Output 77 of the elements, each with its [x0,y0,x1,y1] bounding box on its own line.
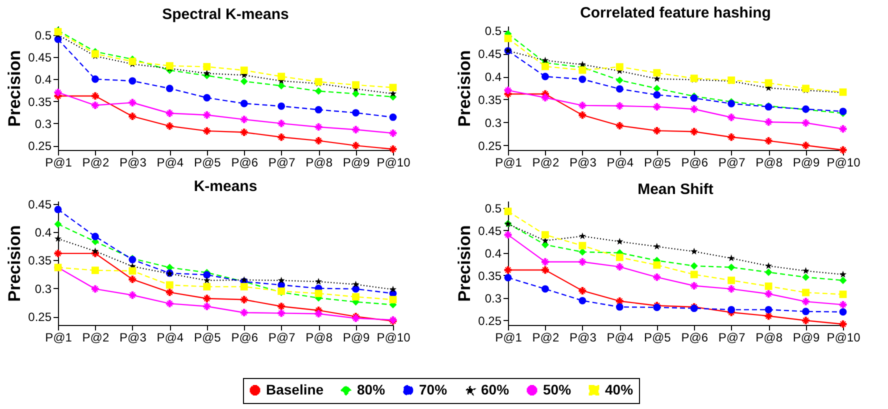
chart-title: Spectral K-means [162,6,289,23]
x-tick-label: P@2 [82,156,110,170]
x-tick-label: P@4 [606,330,634,344]
x-tick-label: P@10 [826,330,861,344]
legend-label: 60% [481,382,510,398]
x-tick-label: P@4 [606,156,634,170]
x-tick-label: P@6 [231,156,258,170]
x-tick-label: P@6 [231,330,258,344]
legend-label: Baseline [266,381,324,398]
x-tick-label: P@6 [681,330,708,344]
x-tick-label: P@8 [306,156,333,170]
y-tick-label: 0.4 [34,72,52,87]
legend-label: 80% [357,381,386,398]
x-tick-label: P@2 [532,156,560,170]
x-tick-label: P@10 [376,330,411,344]
x-tick-label: P@3 [570,156,597,170]
x-tick-label: P@4 [156,156,184,170]
x-tick-label: P@9 [792,330,820,344]
x-tick-label: P@2 [532,330,560,344]
y-tick-label: 0.5 [484,24,502,38]
x-tick-label: P@3 [120,156,147,170]
x-tick-label: P@7 [268,156,296,170]
y-tick-label: 0.5 [34,28,52,42]
x-tick-label: P@5 [644,156,672,170]
x-tick-label: P@3 [120,330,147,344]
chart-title: Correlated feature hashing [580,4,771,22]
chart-title: K-means [194,178,258,195]
y-tick-label: 0.45 [28,197,52,212]
y-tick-label: 0.25 [28,139,52,154]
x-tick-label: P@6 [681,156,708,170]
x-tick-label: P@9 [342,330,370,344]
y-axis-title: Precision [5,50,24,127]
y-tick-label: 0.45 [28,50,52,64]
x-tick-label: P@5 [644,330,672,344]
x-tick-label: P@1 [495,156,522,170]
y-tick-label: 0.25 [478,314,502,328]
x-tick-label: P@1 [495,330,522,344]
y-tick-label: 0.35 [478,92,502,107]
x-tick-label: P@10 [826,156,861,170]
y-axis-title: Precision [455,50,474,127]
x-tick-label: P@10 [376,156,411,170]
y-tick-label: 0.3 [484,116,502,130]
legend-label: 50% [543,381,572,398]
y-axis-title: Precision [455,225,474,302]
x-tick-label: P@5 [194,156,222,170]
y-tick-label: 0.3 [484,291,502,306]
legend-label: 70% [419,381,448,398]
y-tick-label: 0.25 [478,138,502,153]
y-tick-label: 0.3 [34,116,52,131]
y-tick-label: 0.35 [28,94,52,109]
x-tick-label: P@3 [570,330,597,344]
x-tick-label: P@1 [45,156,72,170]
x-tick-label: P@4 [156,330,184,344]
x-tick-label: P@9 [342,156,370,170]
chart-title: Mean Shift [638,181,714,198]
x-tick-label: P@9 [792,156,820,170]
x-tick-label: P@8 [756,156,783,170]
x-tick-label: P@5 [194,330,222,344]
y-axis-title: Precision [5,225,24,302]
x-tick-label: P@8 [756,330,783,344]
y-tick-label: 0.45 [478,224,502,238]
x-tick-label: P@7 [718,156,746,170]
x-tick-label: P@7 [718,330,746,344]
y-tick-label: 0.5 [484,201,502,216]
y-tick-label: 0.25 [28,310,52,324]
x-tick-label: P@1 [45,330,72,344]
y-tick-label: 0.35 [28,254,52,268]
y-tick-label: 0.3 [34,282,52,296]
x-tick-label: P@8 [306,330,333,344]
y-tick-label: 0.45 [478,47,502,62]
x-tick-label: P@2 [82,330,110,344]
x-tick-label: P@7 [268,330,296,344]
y-tick-label: 0.4 [484,246,502,260]
y-tick-label: 0.4 [34,226,52,240]
y-tick-label: 0.35 [478,268,502,283]
y-tick-label: 0.4 [484,70,502,84]
legend-label: 40% [605,381,634,398]
